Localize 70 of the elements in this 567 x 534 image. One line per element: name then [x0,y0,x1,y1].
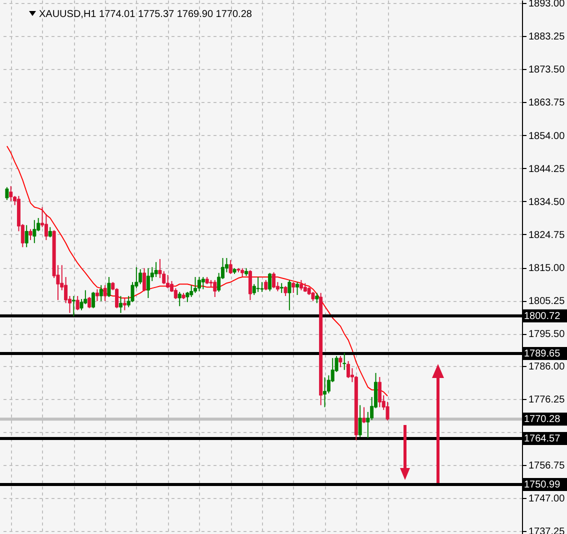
candlestick [315,292,319,304]
ref-line-label: 1800.72 [524,310,561,322]
candlestick [228,260,232,274]
candlestick [362,406,366,424]
candlestick [292,282,296,294]
candlestick [296,282,300,296]
ref-line-label: 1764.57 [524,433,561,444]
y-tick-label: 1824.75 [528,230,566,241]
y-tick-label: 1893.00 [528,0,566,10]
y-tick-label: 1786.00 [528,361,566,372]
candlestick [342,352,346,370]
candlestick [92,291,96,309]
candlestick [99,284,103,302]
candlestick [288,280,292,311]
candlestick [197,276,201,292]
candlestick [272,272,276,289]
candlestick [5,186,9,201]
y-tick-label: 1776.25 [528,394,566,406]
candlestick [28,228,32,241]
candlestick [24,224,28,248]
candlestick [154,262,158,278]
candlestick [32,220,36,244]
y-tick-label: 1815.00 [528,263,566,274]
candlestick [146,268,150,299]
candlestick [338,356,342,368]
candlestick [323,376,327,408]
candlestick [268,272,272,292]
candlestick [174,288,178,300]
candlestick [378,376,382,408]
candlestick [166,274,170,289]
candlestick [107,276,111,298]
candlestick [138,268,142,285]
text: XAUUSD,H1 1774.01 1775.37 1769.90 1770.28 [39,9,252,20]
candlestick [88,296,92,309]
candlestick [72,295,76,317]
candlestick [103,284,107,302]
ref-line-label: 1789.65 [524,348,561,360]
candlestick [346,360,350,379]
candlestick [311,291,315,302]
candlestick [284,286,288,296]
candlestick [299,280,303,291]
candlestick [190,284,194,298]
y-tick-label: 1883.25 [528,32,566,43]
candlestick [358,404,362,438]
y-tick-label: 1834.50 [528,196,566,208]
candlestick [118,295,122,314]
candlestick [248,270,252,301]
candlestick [256,276,260,292]
y-tick-label: 1863.75 [528,98,566,109]
y-tick-label: 1854.00 [528,130,566,142]
candlestick [280,282,284,294]
y-tick-label: 1805.25 [528,296,566,308]
candlestick [264,280,268,291]
y-tick-label: 1844.25 [528,164,566,175]
candlestick [213,280,217,298]
ref-line-label: 1750.99 [524,480,561,491]
y-tick-label: 1756.75 [528,460,566,472]
candlestick [201,276,205,290]
candlestick [76,295,80,311]
candlestick [48,226,52,238]
y-tick-label: 1795.50 [528,329,566,340]
candlestick [178,291,182,307]
candlestick [194,276,198,294]
candlestick [142,268,146,292]
candlestick [122,298,126,311]
y-tick-label: 1747.00 [528,494,566,505]
candlestick [95,288,99,302]
candlestick [9,186,13,202]
ref-line-label: 1770.28 [524,414,561,426]
y-tick-label: 1873.50 [528,64,566,76]
